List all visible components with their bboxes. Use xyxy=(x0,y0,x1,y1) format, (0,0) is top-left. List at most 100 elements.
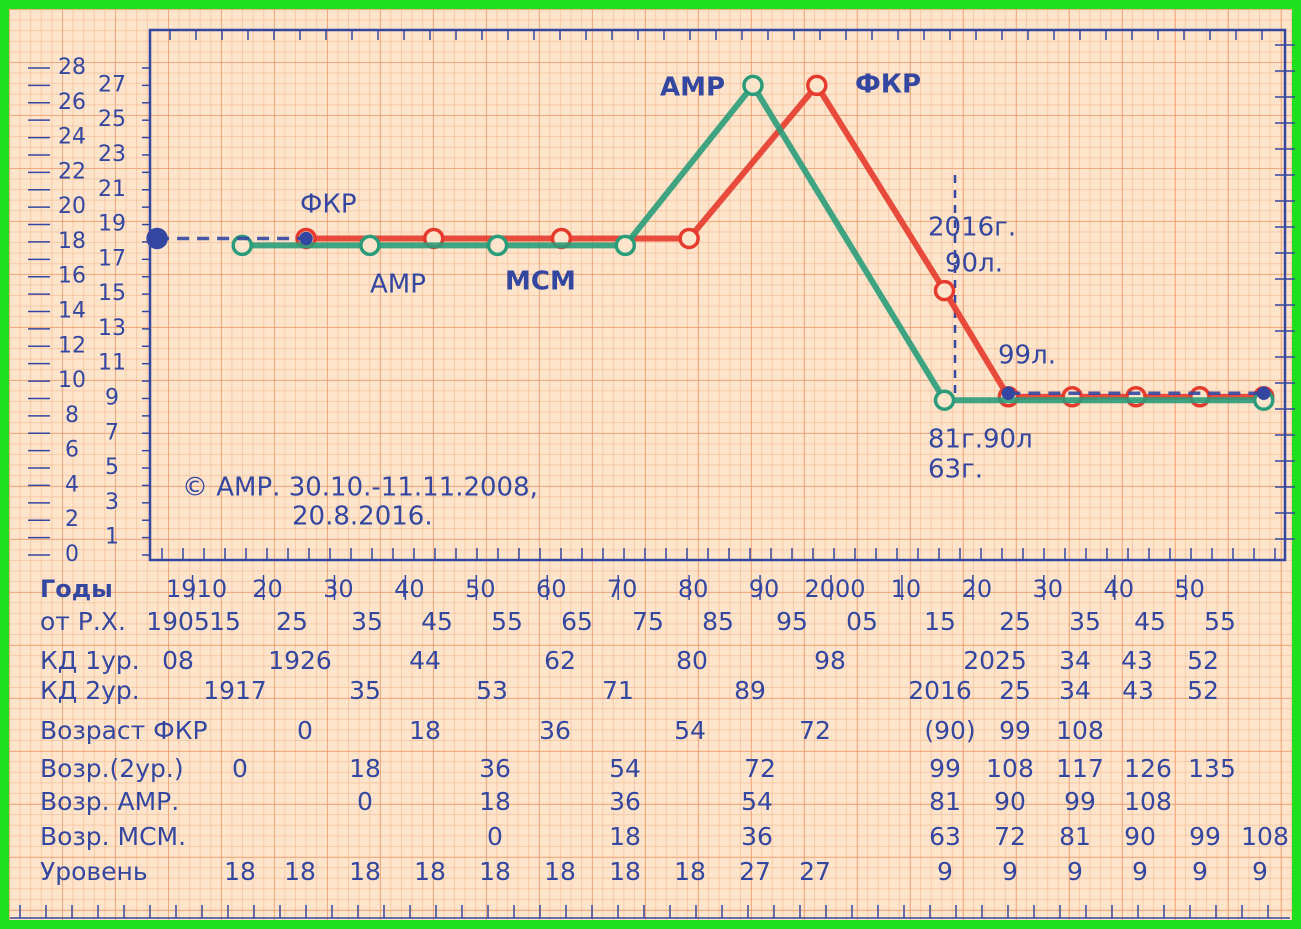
table-cell: 89 xyxy=(734,676,766,705)
data-point xyxy=(299,231,313,246)
y-tick-label: 14 xyxy=(58,299,86,324)
table-cell: 18 xyxy=(479,857,511,886)
table-cell: 45 xyxy=(1134,607,1166,636)
table-cell: 63 xyxy=(929,822,961,851)
table-cell: 1917 xyxy=(203,676,267,705)
x-tick-label: 90 xyxy=(749,575,780,603)
y-tick-label: 16 xyxy=(58,264,86,289)
table-cell: 62 xyxy=(544,646,576,675)
table-cell: 98 xyxy=(814,646,846,675)
table-cell: 05 xyxy=(846,607,878,636)
data-point xyxy=(146,227,168,250)
data-point xyxy=(933,389,956,411)
x-tick-label: 80 xyxy=(678,575,709,603)
table-cell: 44 xyxy=(409,646,441,675)
data-point xyxy=(1001,386,1016,400)
table-cell: 90 xyxy=(1124,822,1156,851)
y-tick-label: 9 xyxy=(105,385,119,410)
y-tick-label: 20 xyxy=(58,194,86,219)
table-cell: 90 xyxy=(994,787,1026,816)
table-cell: 53 xyxy=(476,676,508,705)
table-cell: 108 xyxy=(1056,716,1104,745)
table-cell: 35 xyxy=(349,676,381,705)
table-cell: 65 xyxy=(561,607,593,636)
y-tick-label: 10 xyxy=(58,368,86,393)
table-cell: 81 xyxy=(1059,822,1091,851)
table-cell: 25 xyxy=(999,607,1031,636)
y-tick-label: 8 xyxy=(65,403,79,428)
data-point xyxy=(678,227,700,250)
annotation: 20.8.2016. xyxy=(292,502,433,532)
table-cell: 36 xyxy=(609,787,641,816)
y-tick-label: 28 xyxy=(58,55,86,80)
table-cell: 55 xyxy=(491,607,523,636)
table-cell: 9 xyxy=(1067,857,1083,886)
table-cell: 2025 xyxy=(963,646,1027,675)
y-tick-label: 23 xyxy=(98,142,126,167)
row-label: Возр.(2ур.) xyxy=(40,754,184,783)
row-label: от Р.Х. xyxy=(40,607,126,636)
table-cell: 71 xyxy=(602,676,634,705)
table-cell: 80 xyxy=(676,646,708,675)
data-point xyxy=(933,279,956,302)
x-tick-label: 10 xyxy=(891,575,922,603)
table-cell: 85 xyxy=(702,607,734,636)
annotation: 2016г. xyxy=(928,213,1016,243)
table-cell: 72 xyxy=(744,754,776,783)
y-tick-label: 4 xyxy=(65,472,79,497)
y-tick-label: 6 xyxy=(65,438,79,463)
table-cell: 18 xyxy=(224,857,256,886)
table-cell: 43 xyxy=(1121,646,1153,675)
table-cell: 0 xyxy=(357,787,373,816)
y-tick-label: 24 xyxy=(58,125,86,150)
table-cell: 0 xyxy=(232,754,248,783)
table-cell: 117 xyxy=(1056,754,1104,783)
table-cell: 34 xyxy=(1059,646,1091,675)
data-point xyxy=(486,234,509,257)
data-point xyxy=(806,74,828,97)
table-cell: 54 xyxy=(741,787,773,816)
x-tick-label: 1910 xyxy=(166,575,227,603)
y-tick-label: 13 xyxy=(98,316,126,341)
x-axis-label: Годы xyxy=(40,575,113,603)
table-cell: 126 xyxy=(1124,754,1172,783)
annotation: 99л. xyxy=(998,341,1056,371)
y-tick-label: 3 xyxy=(105,490,119,515)
row-label: КД 2ур. xyxy=(40,676,140,705)
series-label: МСМ xyxy=(505,267,576,297)
series-label: ФКР xyxy=(855,70,921,100)
annotation: 63г. xyxy=(928,455,983,485)
table-cell: 18 xyxy=(349,857,381,886)
table-cell: 99 xyxy=(1064,787,1096,816)
table-cell: 36 xyxy=(479,754,511,783)
table-cell: 95 xyxy=(776,607,808,636)
series-label: АМР xyxy=(660,73,725,103)
table-cell: 15 xyxy=(924,607,956,636)
annotation: 81г.90л xyxy=(928,425,1033,455)
table-cell: 9 xyxy=(1252,857,1268,886)
table-cell: 18 xyxy=(284,857,316,886)
y-tick-label: 5 xyxy=(105,455,119,480)
y-tick-label: 15 xyxy=(98,281,126,306)
table-cell: 135 xyxy=(1188,754,1236,783)
data-point xyxy=(1256,386,1271,400)
table-cell: 1905 xyxy=(146,607,210,636)
row-label: Возр. АМР. xyxy=(40,787,179,816)
table-cell: 35 xyxy=(351,607,383,636)
table-cell: 18 xyxy=(414,857,446,886)
x-tick-label: 70 xyxy=(607,575,638,603)
table-cell: 9 xyxy=(1132,857,1148,886)
table-cell: 81 xyxy=(929,787,961,816)
table-cell: 27 xyxy=(739,857,771,886)
data-point xyxy=(231,234,253,257)
table-cell: 52 xyxy=(1187,646,1219,675)
y-tick-label: 17 xyxy=(98,246,126,271)
y-tick-label: 21 xyxy=(98,177,126,202)
table-cell: 108 xyxy=(1124,787,1172,816)
row-label: КД 1ур. xyxy=(40,646,140,675)
row-label: Уровень xyxy=(40,857,148,886)
table-cell: 18 xyxy=(349,754,381,783)
table-cell: 0 xyxy=(487,822,503,851)
y-tick-label: 7 xyxy=(105,420,119,445)
x-tick-label: 40 xyxy=(394,575,425,603)
